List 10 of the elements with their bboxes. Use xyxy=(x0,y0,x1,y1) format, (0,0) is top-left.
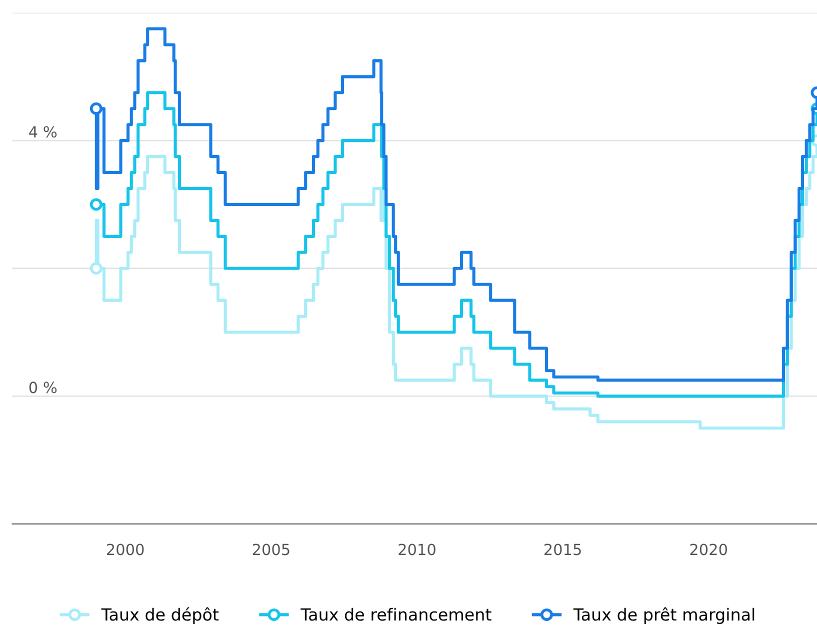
x-tick-label: 2005 xyxy=(252,544,290,556)
x-tick-label: 2020 xyxy=(690,544,727,556)
x-tick-label: 2015 xyxy=(544,544,581,556)
legend-label: Taux de refinancement xyxy=(300,608,492,621)
legend-label: Taux de dépôt xyxy=(101,607,219,624)
x-tick-label: 2010 xyxy=(398,544,436,556)
legend-label: Taux de prêt marginal xyxy=(573,607,754,624)
y-tick-label: 0 % xyxy=(29,382,57,394)
x-tick-label: 2000 xyxy=(106,544,144,556)
y-tick-label: 4 % xyxy=(29,126,57,138)
